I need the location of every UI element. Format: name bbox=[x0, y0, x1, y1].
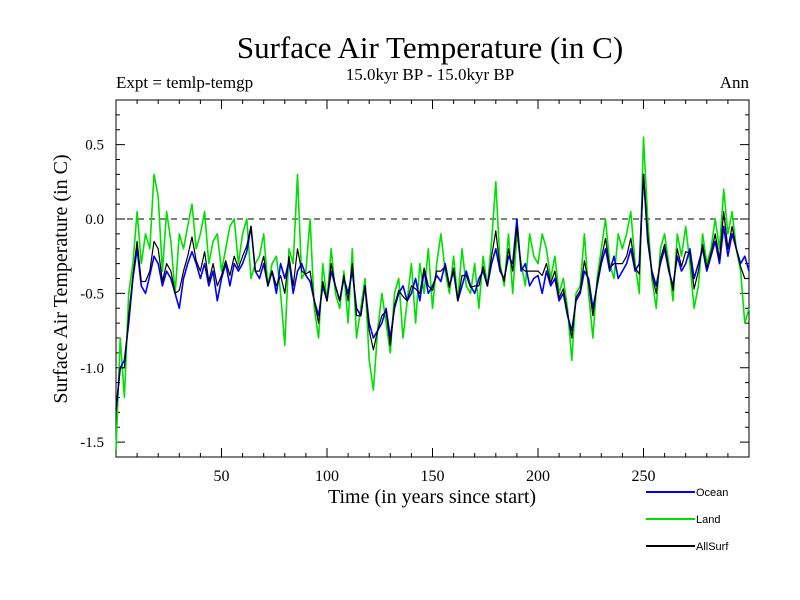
legend: Ocean Land AllSurf bbox=[646, 487, 729, 553]
legend-label-ocean: Ocean bbox=[696, 487, 728, 499]
y-tick-label: -0.5 bbox=[80, 286, 104, 302]
axis-ticks: 50 100 150 200 250 -1.5 -1.0 -0.5 0.0 0.5 bbox=[80, 99, 749, 485]
x-tick-label: 200 bbox=[526, 468, 550, 485]
series-line-allsurf bbox=[115, 173, 749, 413]
period-label: Ann bbox=[720, 73, 750, 92]
x-tick-label: 100 bbox=[315, 468, 339, 485]
y-axis-label: Surface Air Temperature (in C) bbox=[50, 154, 72, 403]
legend-label-allsurf: AllSurf bbox=[696, 541, 729, 553]
chart-subtitle: 15.0kyr BP - 15.0kyr BP bbox=[346, 65, 514, 84]
x-tick-label: 150 bbox=[421, 468, 445, 485]
x-axis-label: Time (in years since start) bbox=[328, 486, 536, 508]
y-tick-label: -1.0 bbox=[80, 361, 104, 377]
chart-title: Surface Air Temperature (in C) bbox=[237, 30, 623, 65]
series-layer bbox=[115, 136, 750, 450]
expt-label: Expt = temlp-temgp bbox=[116, 73, 253, 92]
x-tick-label: 50 bbox=[214, 468, 230, 485]
y-tick-label: -1.5 bbox=[80, 435, 104, 451]
y-tick-label: 0.5 bbox=[85, 138, 104, 154]
legend-label-land: Land bbox=[696, 514, 720, 526]
y-tick-label: 0.0 bbox=[85, 212, 104, 228]
series-line-land bbox=[115, 136, 750, 450]
x-tick-label: 250 bbox=[632, 468, 656, 485]
